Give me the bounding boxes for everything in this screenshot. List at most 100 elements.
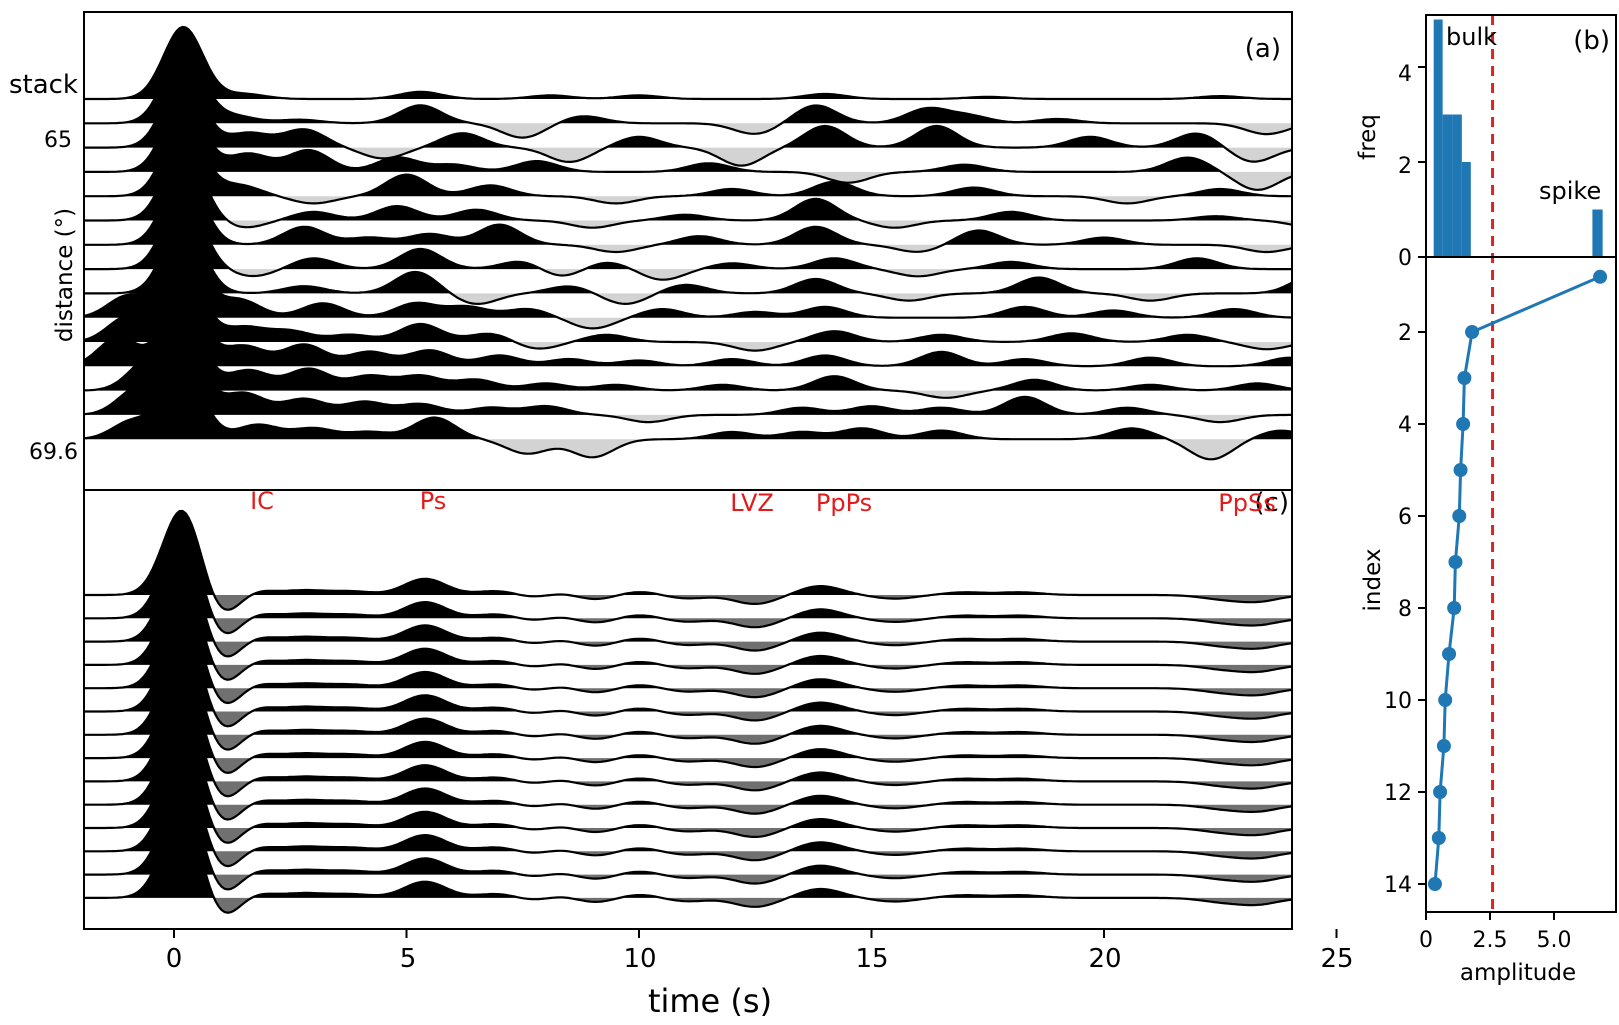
trace-a-14-positive-fill [84,366,1292,440]
x-tick-15: 15 [855,944,888,974]
trace-a-9-line [84,243,1292,330]
trace-c-3-positive-fill [84,580,1292,665]
trace-a-2-negative-fill [84,147,1292,166]
annotation-spike: spike [1539,177,1601,205]
trace-c-4 [84,603,1292,705]
trace-c-9-positive-fill [84,720,1292,805]
trace-a-0 [84,25,1292,101]
trace-a-7-line [84,196,1292,281]
panel-a-frame [83,11,1293,491]
index-point-9 [1438,693,1453,707]
trace-c-13-line [84,812,1292,914]
index-y-tick-10: 10 [1384,689,1412,714]
panel-c-traces [84,509,1292,914]
index-y-tick-6: 6 [1398,505,1412,530]
hist-bar-2 [1452,114,1462,257]
trace-c-12-positive-fill [84,790,1292,875]
index-point-2 [1457,371,1472,385]
trace-c-10-line [84,742,1292,844]
trace-a-8 [84,220,1292,306]
trace-c-6-positive-fill [84,650,1292,735]
panel-a-label: (a) [1245,34,1281,64]
trace-c-7-positive-fill [84,674,1292,759]
trace-c-12 [84,789,1292,891]
x-tick-10: 10 [623,944,656,974]
trace-a-7-positive-fill [84,197,1292,270]
index-point-8 [1442,647,1457,661]
index-point-3 [1456,417,1471,431]
trace-a-12-negative-fill [84,390,1292,398]
trace-a-12-line [84,312,1292,399]
trace-a-5-line [84,147,1292,229]
index-y-tick-14: 14 [1384,873,1412,898]
trace-a-2-line [84,74,1292,167]
trace-a-14 [84,365,1292,461]
x-tick-25: 25 [1320,944,1353,974]
trace-c-1-line [84,533,1292,635]
panel-b-y-axis-label-index: index [1360,549,1386,612]
index-line [1433,275,1601,885]
panel-a-traces [84,25,1292,461]
trace-c-2-line [84,556,1292,658]
trace-c-10-positive-fill [84,744,1292,828]
phase-label-ppss: PpSs [1218,489,1275,517]
trace-c-13-positive-fill [84,813,1292,898]
trace-c-9 [84,719,1292,821]
x-axis-label-time: time (s) [648,982,772,1020]
trace-a-1-positive-fill [84,51,1292,124]
index-point-1 [1465,325,1480,339]
trace-a-10-line [84,268,1292,352]
amp-x-tick-2-5: 2.5 [1473,928,1508,953]
trace-a-11-line [84,292,1292,368]
x-tick-0: 0 [166,944,183,974]
index-y-tick-4: 4 [1398,413,1412,438]
annotation-bulk: bulk [1446,23,1497,51]
trace-a-7-negative-fill [84,269,1292,280]
trace-a-4-line [84,122,1292,205]
panel-c-label: (c) [1254,488,1289,518]
index-frame [1425,256,1617,913]
trace-c-7 [84,672,1292,775]
trace-a-9-negative-fill [84,317,1292,329]
panel-b-index-plot [1427,15,1608,912]
trace-label-stack: stack [9,70,78,100]
amp-x-tick-5-0: 5.0 [1537,928,1572,953]
trace-label-last-distance: 69.6 [29,440,78,465]
trace-a-1-line [84,49,1292,139]
trace-a-0-positive-fill [84,27,1292,99]
trace-a-0-line [84,25,1292,101]
trace-a-2-positive-fill [84,75,1292,148]
index-point-5 [1452,509,1467,523]
index-point-7 [1447,601,1462,615]
trace-a-6-positive-fill [84,172,1292,245]
index-y-tick-12: 12 [1384,781,1412,806]
panel-b-label: (b) [1573,26,1610,56]
hist-bar-0 [1433,19,1443,257]
trace-c-0 [84,509,1292,611]
panel-a-y-axis-label: distance (°) [52,208,78,342]
trace-c-2 [84,556,1292,658]
index-point-11 [1433,785,1448,799]
hist-y-tick-2: 2 [1398,154,1412,179]
trace-a-9-positive-fill [84,244,1292,318]
phase-label-ppps: PpPs [816,489,872,517]
trace-a-14-line [84,365,1292,461]
trace-c-5-positive-fill [84,627,1292,712]
index-y-tick-2: 2 [1398,321,1412,346]
trace-c-13 [84,812,1292,914]
amp-x-tick-0: 0 [1419,928,1433,953]
index-point-0 [1593,269,1608,284]
trace-a-8-positive-fill [84,221,1292,294]
trace-a-3-line [84,98,1292,191]
trace-c-0-line [84,509,1292,611]
index-point-13 [1427,877,1442,891]
trace-c-5 [84,626,1292,728]
trace-c-1 [84,533,1292,635]
trace-a-4-negative-fill [84,196,1292,204]
trace-a-6-negative-fill [84,244,1292,252]
trace-c-11-positive-fill [84,767,1292,852]
trace-c-11 [84,766,1292,868]
trace-c-11-line [84,766,1292,868]
hist-y-tick-0: 0 [1398,246,1412,271]
